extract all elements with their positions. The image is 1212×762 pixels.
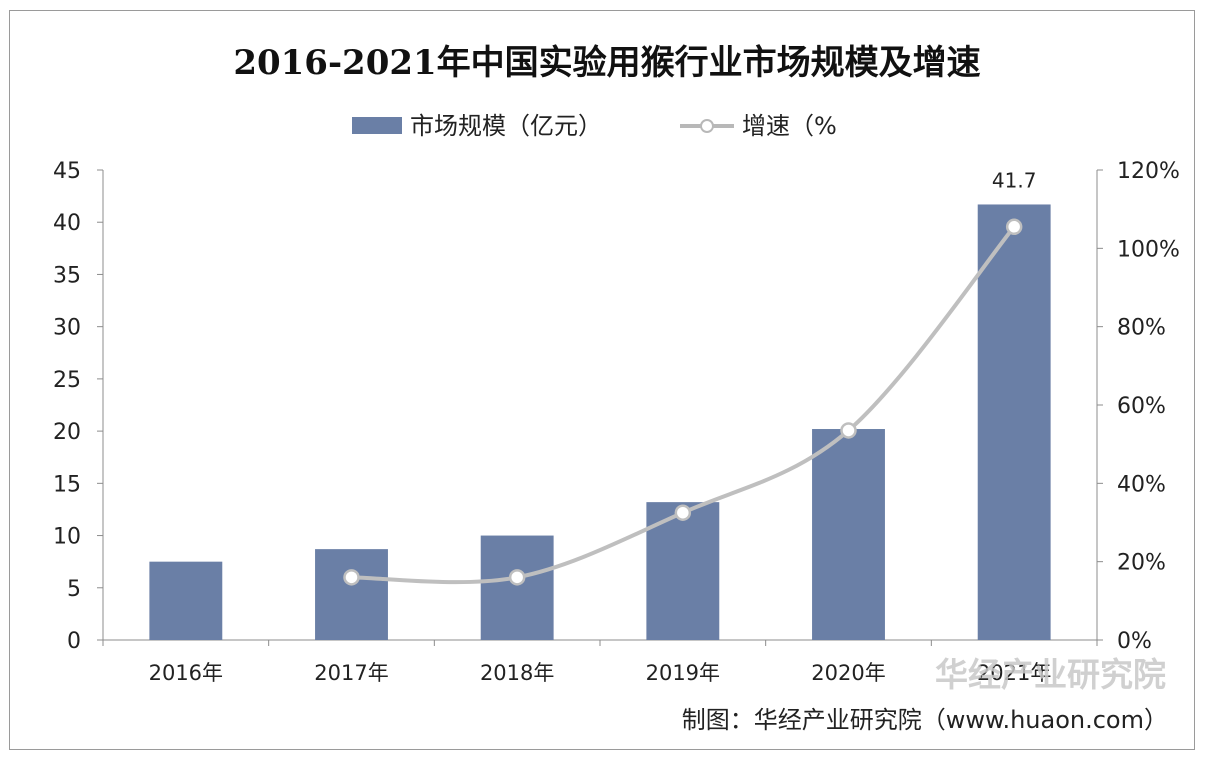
x-tick-label: 2018年: [480, 661, 554, 685]
y-left-tick-label: 15: [53, 472, 81, 497]
y-left-tick-label: 40: [53, 211, 81, 236]
legend: 市场规模（亿元） 增速（%: [352, 112, 837, 140]
y-right-tick-label: 80%: [1117, 316, 1166, 341]
y-left-tick-label: 35: [53, 263, 81, 288]
x-tick-label: 2016年: [149, 661, 223, 685]
growth-point: [1005, 218, 1023, 236]
y-right-tick-label: 40%: [1117, 472, 1166, 497]
chart-frame: [9, 10, 1195, 750]
bar: [480, 535, 554, 640]
y-left-tick-label: 0: [67, 629, 81, 654]
bar: [812, 429, 885, 640]
x-tick-label: 2020年: [811, 661, 885, 685]
chart-title: 2016-2021年中国实验用猴行业市场规模及增速: [233, 43, 980, 83]
bar: [315, 549, 388, 640]
x-tick-label: 2019年: [646, 661, 720, 685]
source-note: 制图：华经产业研究院（www.huaon.com）: [682, 706, 1168, 734]
y-left-tick-label: 45: [53, 159, 81, 184]
growth-point: [343, 569, 360, 586]
plot-area: 0 5 10 15 20 25 30 35 40 45 0% 20% 40% 60% 80% 100% 120%…: [53, 159, 1180, 685]
y-left-tick-label: 5: [67, 577, 81, 602]
x-tick-label: 2017年: [314, 661, 388, 685]
growth-point: [840, 422, 857, 439]
y-right-tick-label: 100%: [1117, 237, 1180, 262]
growth-line: [351, 225, 1016, 585]
y-left-tick-label: 10: [53, 525, 81, 550]
bar: [977, 204, 1051, 640]
y-right-tick-label: 0%: [1117, 629, 1152, 654]
legend-bar-label: 市场规模（亿元）: [410, 112, 602, 140]
legend-line-marker: [700, 119, 714, 133]
bar: [149, 561, 223, 640]
y-right-tick-label: 20%: [1117, 551, 1166, 576]
data-label: 41.7: [992, 168, 1037, 192]
growth-point: [508, 569, 526, 586]
y-left-tick-label: 30: [53, 316, 81, 341]
y-left-tick-label: 20: [53, 420, 81, 445]
y-right-tick-label: 60%: [1117, 394, 1166, 419]
legend-bar-swatch: [352, 117, 402, 134]
x-tick-label: 2021年: [977, 661, 1051, 685]
legend-line-label: 增速（%: [742, 112, 837, 140]
growth-point: [674, 504, 692, 521]
watermark-text: 华经产业研究院: [935, 655, 1166, 694]
y-right-tick-label: 120%: [1117, 159, 1180, 184]
y-left-tick-label: 25: [53, 368, 81, 393]
